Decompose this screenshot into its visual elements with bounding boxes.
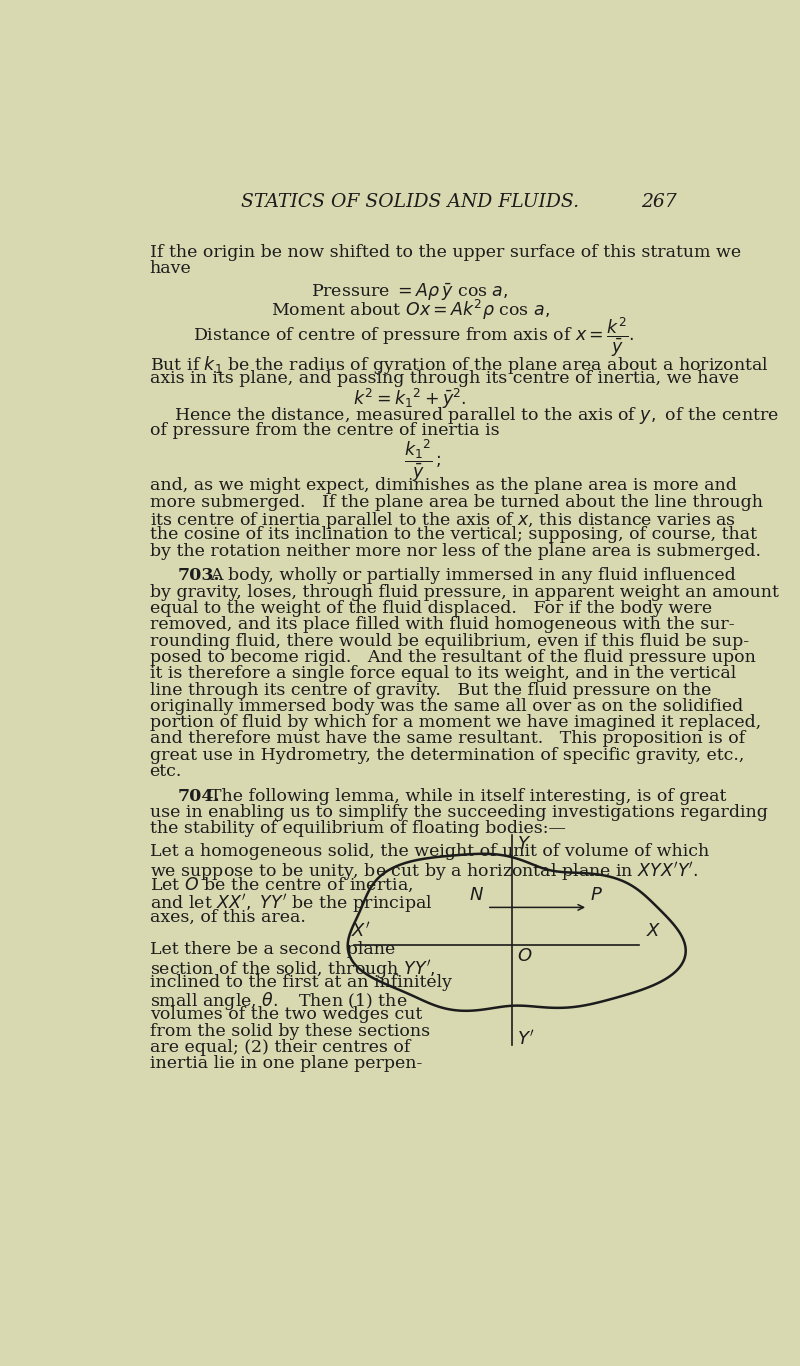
Text: of pressure from the centre of inertia is: of pressure from the centre of inertia i… <box>150 422 499 438</box>
Text: 703.: 703. <box>178 567 220 585</box>
Text: A body, wholly or partially immersed in any fluid influenced: A body, wholly or partially immersed in … <box>210 567 735 585</box>
Text: have: have <box>150 260 191 277</box>
Text: Let $O$ be the centre of inertia,: Let $O$ be the centre of inertia, <box>150 876 413 895</box>
Text: it is therefore a single force equal to its weight, and in the vertical: it is therefore a single force equal to … <box>150 665 736 682</box>
Text: The following lemma, while in itself interesting, is of great: The following lemma, while in itself int… <box>210 788 726 805</box>
Text: Hence the distance, measured parallel to the axis of $y,$ of the centre: Hence the distance, measured parallel to… <box>174 406 779 426</box>
Text: 704.: 704. <box>178 788 220 805</box>
Text: $X'$: $X'$ <box>351 921 370 940</box>
Text: portion of fluid by which for a moment we have imagined it replaced,: portion of fluid by which for a moment w… <box>150 714 761 731</box>
Text: $P$: $P$ <box>590 887 602 904</box>
Text: and let $XX',$ $YY'$ be the principal: and let $XX',$ $YY'$ be the principal <box>150 892 432 915</box>
Text: the stability of equilibrium of floating bodies:—: the stability of equilibrium of floating… <box>150 821 566 837</box>
Text: posed to become rigid.   And the resultant of the fluid pressure upon: posed to become rigid. And the resultant… <box>150 649 755 665</box>
Text: $N$: $N$ <box>469 887 484 904</box>
Text: Pressure $= A\rho\,\bar{y}$ cos $a,$: Pressure $= A\rho\,\bar{y}$ cos $a,$ <box>311 281 509 303</box>
Text: small angle, $\theta.$   Then (1) the: small angle, $\theta.$ Then (1) the <box>150 990 407 1012</box>
Text: $O$: $O$ <box>517 948 532 966</box>
Text: section of the solid, through $YY',$: section of the solid, through $YY',$ <box>150 958 435 981</box>
Text: the cosine of its inclination to the vertical; supposing, of course, that: the cosine of its inclination to the ver… <box>150 526 757 544</box>
Text: by gravity, loses, through fluid pressure, in apparent weight an amount: by gravity, loses, through fluid pressur… <box>150 583 778 601</box>
Text: are equal; (2) their centres of: are equal; (2) their centres of <box>150 1040 410 1056</box>
Text: by the rotation neither more nor less of the plane area is submerged.: by the rotation neither more nor less of… <box>150 542 761 560</box>
Text: inertia lie in one plane perpen-: inertia lie in one plane perpen- <box>150 1056 422 1072</box>
Text: But if $k_1$ be the radius of gyration of the plane area about a horizontal: But if $k_1$ be the radius of gyration o… <box>150 354 769 376</box>
Text: Distance of centre of pressure from axis of $x=\dfrac{k^2}{\bar{y}}.$: Distance of centre of pressure from axis… <box>193 316 634 359</box>
Text: $X$: $X$ <box>646 922 661 940</box>
Text: 267: 267 <box>641 194 677 212</box>
Text: originally immersed body was the same all over as on the solidified: originally immersed body was the same al… <box>150 698 743 714</box>
Text: volumes of the two wedges cut: volumes of the two wedges cut <box>150 1007 422 1023</box>
Text: more submerged.   If the plane area be turned about the line through: more submerged. If the plane area be tur… <box>150 493 762 511</box>
Text: axes, of this area.: axes, of this area. <box>150 908 306 926</box>
Text: axis in its plane, and passing through its centre of inertia, we have: axis in its plane, and passing through i… <box>150 370 738 387</box>
Text: $Y$: $Y$ <box>518 835 531 854</box>
Text: use in enabling us to simplify the succeeding investigations regarding: use in enabling us to simplify the succe… <box>150 805 767 821</box>
Text: Moment about $Ox = Ak^2\rho$ cos $a,$: Moment about $Ox = Ak^2\rho$ cos $a,$ <box>270 298 550 322</box>
Text: great use in Hydrometry, the determination of specific gravity, etc.,: great use in Hydrometry, the determinati… <box>150 747 744 764</box>
Text: $\dfrac{k_1{}^2}{\bar{y}}\,;$: $\dfrac{k_1{}^2}{\bar{y}}\,;$ <box>404 438 441 484</box>
Text: etc.: etc. <box>150 764 182 780</box>
Text: rounding fluid, there would be equilibrium, even if this fluid be sup-: rounding fluid, there would be equilibri… <box>150 632 749 650</box>
Text: removed, and its place filled with fluid homogeneous with the sur-: removed, and its place filled with fluid… <box>150 616 734 634</box>
Text: STATICS OF SOLIDS AND FLUIDS.: STATICS OF SOLIDS AND FLUIDS. <box>241 194 579 212</box>
Text: from the solid by these sections: from the solid by these sections <box>150 1023 430 1040</box>
Text: $Y'$: $Y'$ <box>517 1029 534 1048</box>
Text: If the origin be now shifted to the upper surface of this stratum we: If the origin be now shifted to the uppe… <box>150 245 741 261</box>
Text: line through its centre of gravity.   But the fluid pressure on the: line through its centre of gravity. But … <box>150 682 711 698</box>
Text: and, as we might expect, diminishes as the plane area is more and: and, as we might expect, diminishes as t… <box>150 478 737 494</box>
Text: inclined to the first at an infinitely: inclined to the first at an infinitely <box>150 974 451 990</box>
Text: and therefore must have the same resultant.   This proposition is of: and therefore must have the same resulta… <box>150 731 745 747</box>
Text: we suppose to be unity, be cut by a horizontal plane in $XYX'Y'.$: we suppose to be unity, be cut by a hori… <box>150 859 698 882</box>
Text: Let a homogeneous solid, the weight of unit of volume of which: Let a homogeneous solid, the weight of u… <box>150 843 709 861</box>
Text: $k^2=k_1{}^2+\bar{y}^2.$: $k^2=k_1{}^2+\bar{y}^2.$ <box>354 387 466 411</box>
Text: equal to the weight of the fluid displaced.   For if the body were: equal to the weight of the fluid displac… <box>150 600 712 617</box>
Text: Let there be a second plane: Let there be a second plane <box>150 941 395 958</box>
Text: its centre of inertia parallel to the axis of $x$, this distance varies as: its centre of inertia parallel to the ax… <box>150 510 735 531</box>
